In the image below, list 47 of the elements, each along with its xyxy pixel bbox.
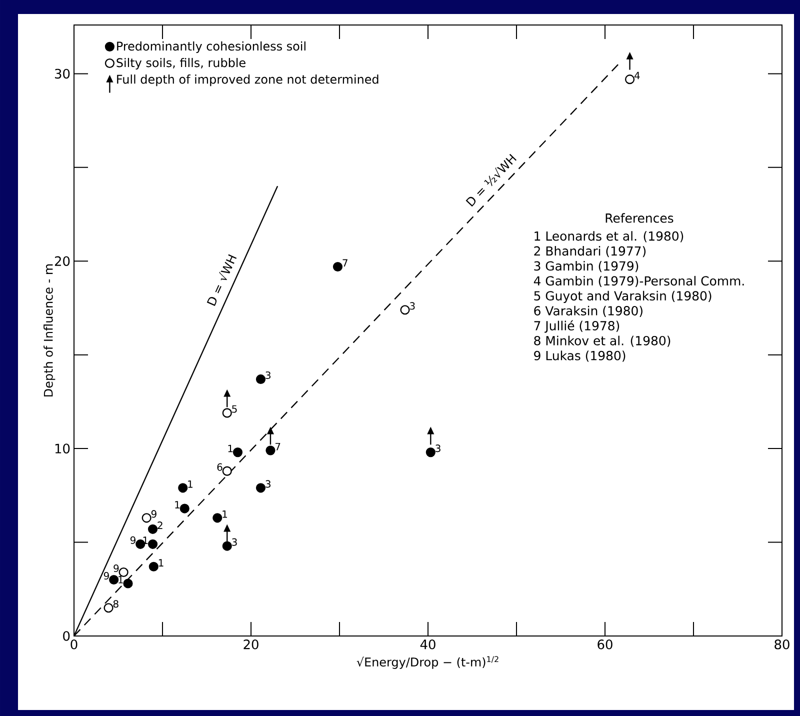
annotation: 9 bbox=[114, 564, 119, 572]
annotation: 9 bbox=[130, 536, 136, 544]
y-axis-title: Depth of Influence - m bbox=[44, 264, 56, 396]
annotation: 9 bbox=[104, 572, 109, 580]
annotation: 3 bbox=[266, 480, 270, 488]
annotation: 7 bbox=[275, 442, 280, 450]
text: D = √WH bbox=[206, 254, 237, 306]
x-tick-label: 60 bbox=[598, 640, 612, 650]
annotation: 1 bbox=[158, 559, 164, 566]
annotation: 7 bbox=[342, 259, 348, 267]
y-tick-label: 30 bbox=[54, 68, 70, 79]
annotation: 1 bbox=[188, 480, 192, 488]
x-axis-title: √Energy/Drop − (t-m)$^{1/2}$ bbox=[356, 656, 498, 669]
annotation: 1 bbox=[222, 510, 227, 518]
annotation: 8 Minkov et al. (1980) bbox=[534, 336, 670, 347]
annotation: 1 Leonards et al. (1980) bbox=[534, 231, 684, 242]
annotation: 6 Varaksin (1980) bbox=[534, 306, 642, 317]
annotation: 5 Guyot and Varaksin (1980) bbox=[534, 290, 712, 303]
x-tick-label: 80 bbox=[774, 640, 790, 650]
annotation: 4 Gambin (1979)-Personal Comm. bbox=[534, 276, 744, 288]
y-tick-label: 0 bbox=[63, 631, 70, 641]
legend-label: Silty soils, fills, rubble bbox=[116, 58, 246, 70]
annotation: 9 bbox=[151, 510, 156, 518]
x-tick-label: 20 bbox=[244, 640, 258, 650]
x-tick-label: 40 bbox=[420, 640, 436, 650]
annotation: 3 bbox=[410, 302, 415, 310]
annotation: 1 bbox=[118, 576, 123, 584]
annotation: References bbox=[606, 213, 674, 223]
annotation: 1 bbox=[175, 501, 180, 508]
y-tick-label: 10 bbox=[55, 444, 70, 454]
annotation: 5 bbox=[232, 405, 237, 413]
annotation: 9 Lukas (1980) bbox=[534, 350, 626, 362]
annotation: 6 bbox=[217, 463, 222, 471]
annotation: 3 bbox=[232, 538, 237, 546]
legend-label: Full depth of improved zone not determined bbox=[117, 74, 378, 86]
annotation: 2 Bhandari (1977) bbox=[534, 246, 646, 258]
annotation: 8 bbox=[113, 600, 118, 608]
y-tick-label: 20 bbox=[54, 256, 70, 266]
x-tick-label: 0 bbox=[70, 640, 78, 650]
annotation: 3 bbox=[266, 371, 270, 380]
annotation: 1 bbox=[228, 444, 233, 452]
annotation: 4 bbox=[634, 72, 640, 80]
annotation: 3 bbox=[436, 444, 440, 452]
legend-label: Predominantly cohesionless soil bbox=[117, 41, 306, 53]
annotation: 3 Gambin (1979) bbox=[534, 261, 638, 272]
annotation: 2 bbox=[158, 522, 162, 529]
annotation: 7 Jullié (1978) bbox=[534, 320, 620, 333]
